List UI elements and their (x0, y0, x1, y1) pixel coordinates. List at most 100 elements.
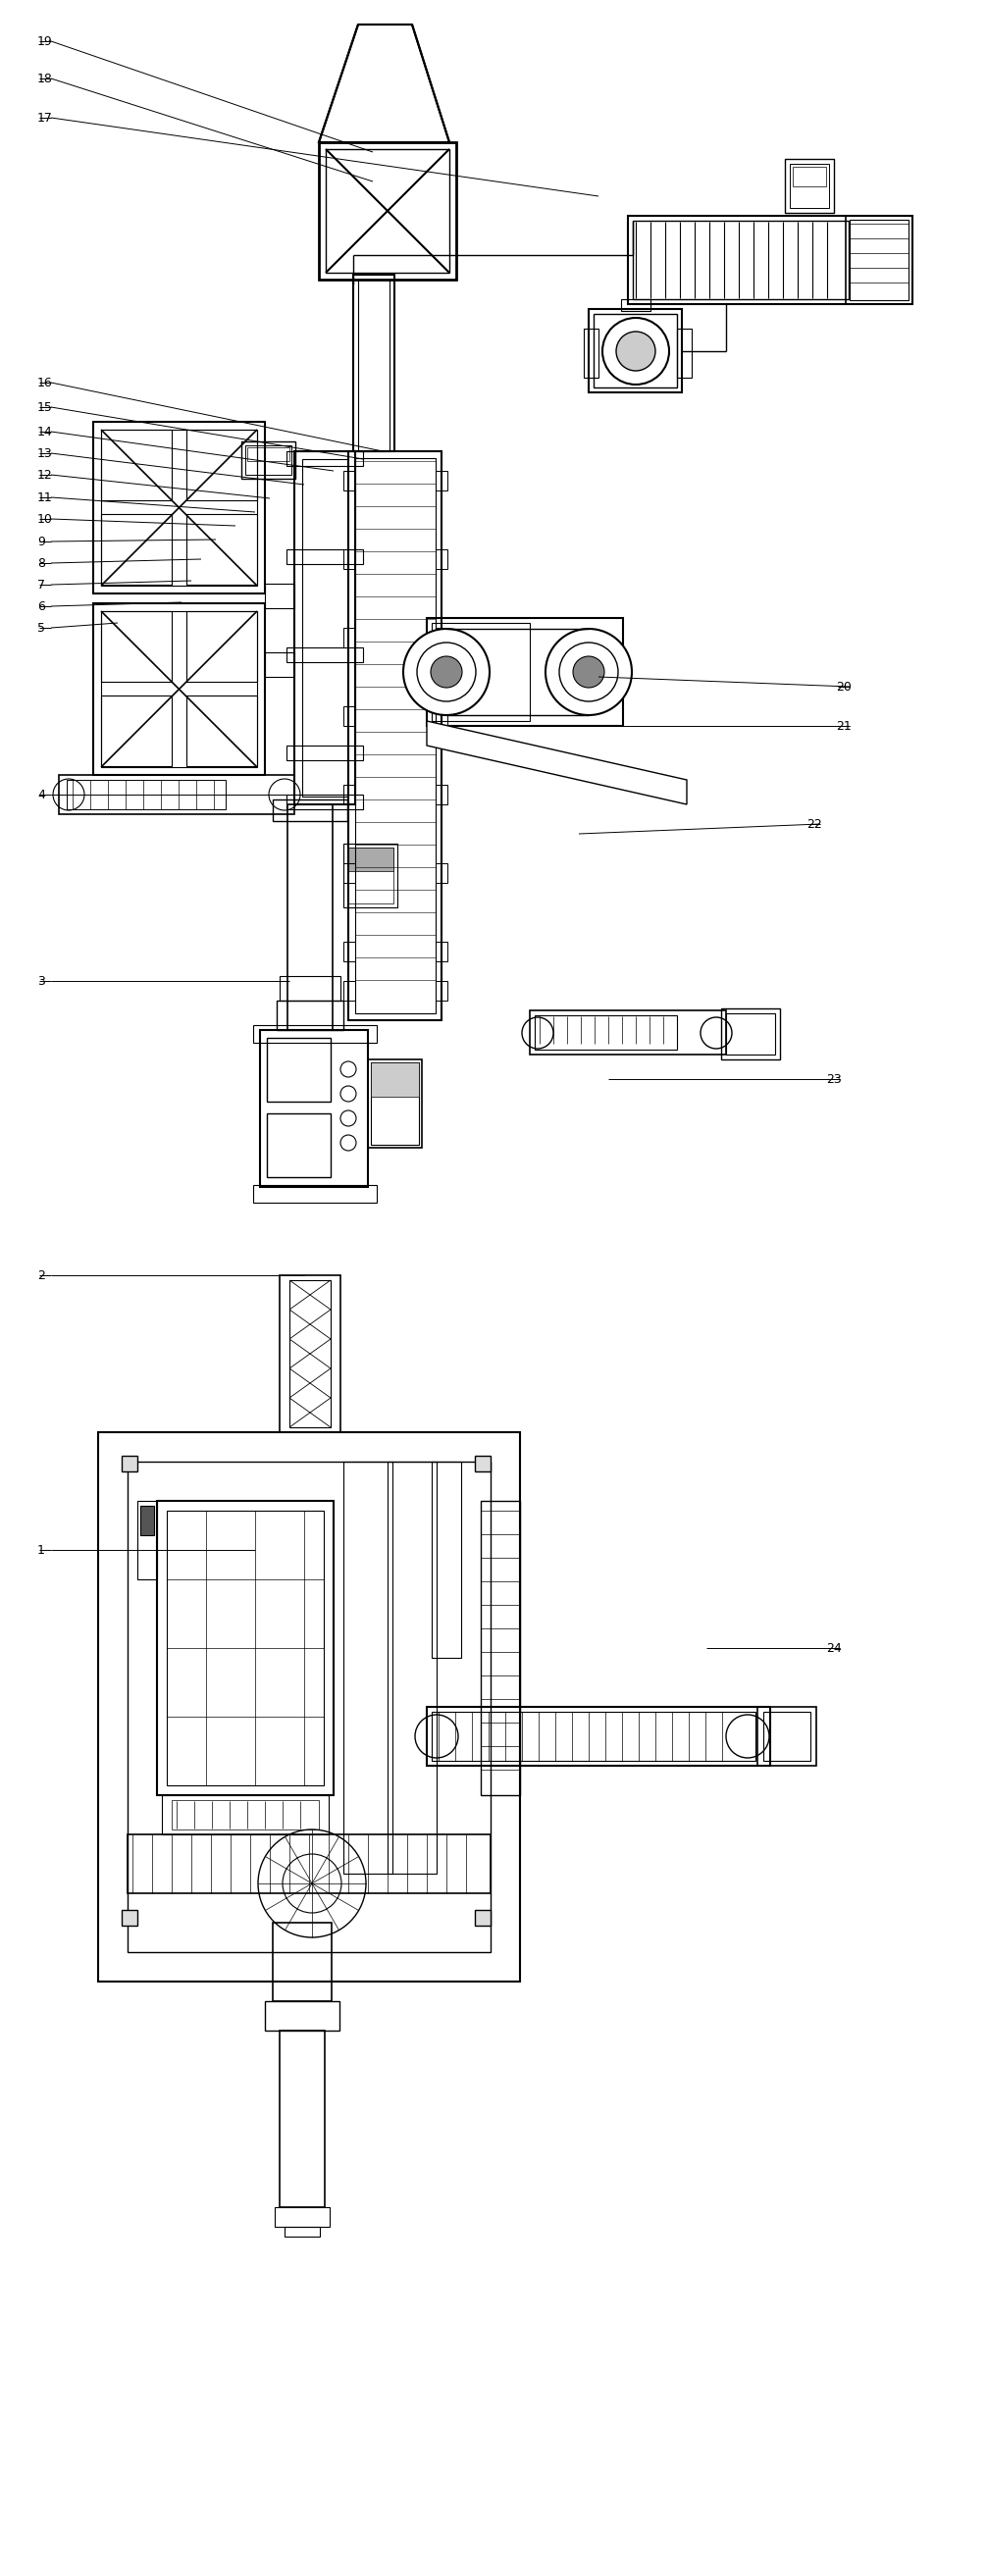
Bar (435, 629, 447, 647)
Bar (588, 309, 682, 392)
Bar (371, 1061, 418, 1144)
Bar (790, 165, 829, 209)
Bar (287, 804, 333, 1030)
Text: 24: 24 (826, 1641, 842, 1654)
Text: 3: 3 (38, 974, 45, 987)
Bar (289, 1280, 331, 1427)
Text: 6: 6 (38, 600, 45, 613)
Bar (93, 603, 265, 775)
Bar (343, 943, 355, 961)
Bar (101, 696, 172, 765)
Bar (793, 167, 826, 185)
Bar (187, 696, 257, 765)
Text: 20: 20 (836, 680, 852, 693)
Text: 19: 19 (38, 36, 52, 46)
Bar (266, 1113, 331, 1177)
Bar (763, 1713, 810, 1762)
Bar (583, 330, 598, 379)
Bar (435, 471, 447, 489)
Bar (265, 652, 294, 677)
Bar (431, 1461, 461, 1659)
Circle shape (404, 629, 490, 716)
Text: 23: 23 (826, 1072, 842, 1084)
Bar (242, 440, 295, 479)
Bar (435, 981, 447, 999)
Bar (785, 160, 834, 214)
Bar (140, 1507, 154, 1535)
Bar (286, 647, 363, 662)
Bar (101, 611, 257, 768)
Bar (101, 430, 257, 585)
Text: 17: 17 (38, 111, 53, 124)
Bar (343, 842, 398, 907)
Bar (101, 611, 172, 683)
Bar (721, 1007, 780, 1059)
Bar (530, 1010, 726, 1054)
Text: 9: 9 (38, 536, 45, 549)
Bar (187, 515, 257, 585)
Bar (286, 744, 363, 760)
Bar (286, 451, 363, 466)
Bar (435, 706, 447, 726)
Bar (426, 1708, 770, 1765)
Text: 7: 7 (38, 577, 45, 590)
Bar (326, 149, 449, 273)
Bar (343, 629, 355, 647)
Text: 15: 15 (38, 402, 53, 415)
Bar (279, 976, 341, 999)
Bar (368, 1059, 421, 1149)
Bar (343, 706, 355, 726)
Bar (276, 999, 343, 1030)
Bar (98, 1432, 520, 1981)
Text: 14: 14 (38, 425, 52, 438)
Text: 11: 11 (38, 492, 52, 505)
Text: 21: 21 (836, 719, 852, 732)
Bar (481, 1502, 520, 1795)
Text: 13: 13 (38, 446, 52, 459)
Bar (127, 1834, 491, 1893)
Bar (535, 1015, 677, 1048)
Bar (272, 1922, 332, 2002)
Bar (435, 786, 447, 804)
Bar (319, 142, 456, 281)
Bar (121, 1909, 137, 1927)
Polygon shape (319, 26, 449, 142)
Bar (247, 448, 289, 461)
Text: 2: 2 (38, 1270, 45, 1283)
Bar (266, 1038, 331, 1103)
Bar (593, 314, 677, 386)
Bar (274, 2208, 330, 2226)
Bar (358, 281, 390, 451)
Bar (121, 1455, 137, 1471)
Bar (286, 549, 363, 564)
Bar (265, 585, 294, 608)
Bar (246, 446, 291, 474)
Circle shape (430, 657, 462, 688)
Bar (475, 1909, 491, 1927)
Bar (162, 1795, 329, 1834)
Circle shape (602, 317, 669, 384)
Text: 8: 8 (38, 556, 45, 569)
Bar (726, 1012, 775, 1054)
Bar (343, 471, 355, 489)
Bar (435, 943, 447, 961)
Bar (187, 611, 257, 683)
Bar (272, 799, 347, 822)
Bar (286, 793, 363, 809)
Circle shape (546, 629, 632, 716)
Bar (253, 1025, 377, 1043)
Bar (475, 1455, 491, 1471)
Bar (850, 219, 908, 301)
Bar (347, 848, 394, 904)
Bar (187, 430, 257, 500)
Bar (355, 459, 435, 1012)
Bar (294, 451, 355, 804)
Circle shape (573, 657, 604, 688)
Bar (343, 863, 355, 884)
Bar (167, 1510, 324, 1785)
Bar (279, 1275, 341, 1432)
Bar (343, 786, 355, 804)
Bar (435, 863, 447, 884)
Bar (431, 1713, 755, 1762)
Bar (59, 775, 294, 814)
